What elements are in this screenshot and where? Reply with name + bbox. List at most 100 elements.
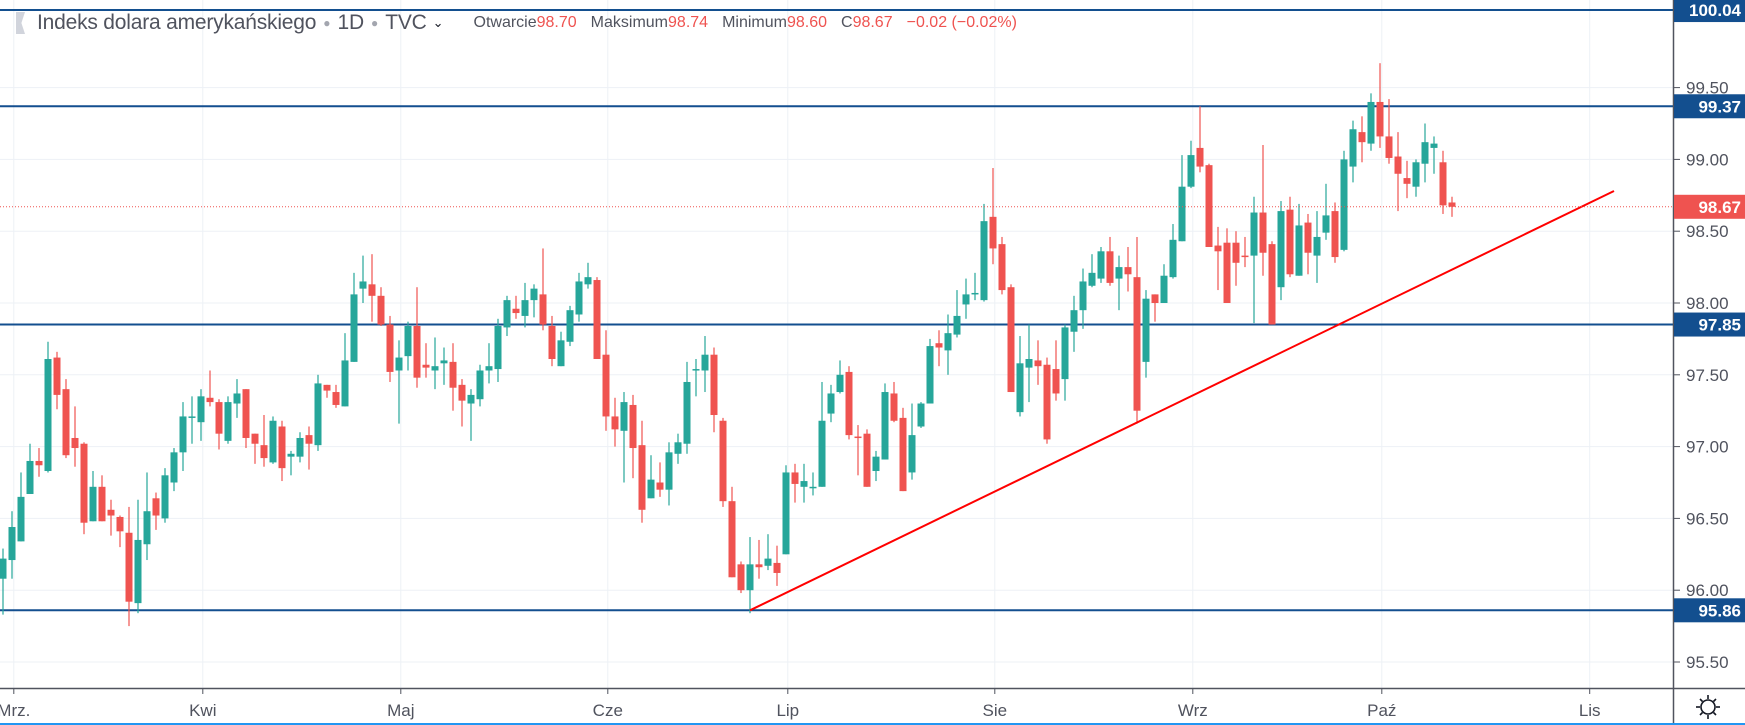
candle-body-down [1448,202,1456,207]
time-tick-label: Sie [983,701,1008,720]
open-label: Otwarcie [473,14,537,31]
candle-body-up [188,416,196,418]
trendline-layer[interactable] [749,190,1615,612]
candle-body-up [1277,211,1285,288]
hline-price-label-bg [1674,598,1745,623]
candle-body-down [377,295,385,325]
price-tick-label: 97.50 [1686,366,1729,385]
flag-icon[interactable] [16,12,25,34]
hline-price-label-bg [1674,94,1745,119]
candle-body-up [530,288,538,301]
candle-body-up [836,374,844,393]
settings-gear-icon[interactable] [1693,694,1723,720]
candle-body-up [1169,239,1177,278]
candle-body-up [926,346,934,404]
candle-body-down [62,389,70,456]
last-price-label-bg [1674,194,1745,219]
candle-body-down [242,389,250,438]
candle-body-up [1430,143,1438,148]
candle-body-down [1223,242,1231,303]
candle-body-down [1124,267,1132,275]
candle-body-up [431,366,439,371]
candle-body-down [1331,211,1339,258]
candle-body-down [1151,294,1159,303]
horizontal-lines[interactable] [0,9,1673,612]
candle-body-up [467,394,475,404]
symbol-title[interactable]: Indeks dolara amerykańskiego [37,11,317,34]
high-label: Maksimum [590,14,669,31]
candle-body-down [1214,245,1222,252]
candle-body-down [116,516,124,532]
candle-body-down [863,433,871,487]
last-price-label: 98.67 [1698,198,1741,217]
candle-body-down [1052,369,1060,394]
hline-price-label: 95.86 [1698,601,1741,620]
candle-body-up [350,294,358,362]
candle-body-up [1142,298,1150,362]
candles [0,63,1456,627]
interval-label[interactable]: 1D [337,11,364,34]
close-value: 98.67 [852,14,893,31]
price-axis-labels: 100.04 99.37 97.85 95.86 95.50 96.00 96.50 97.0… [1674,0,1745,672]
candle-body-down [449,361,457,388]
candle-body-down [107,509,115,516]
candle-body-up [584,277,592,285]
low-value: 98.60 [786,14,827,31]
low-field: Minimum98.60 [722,14,827,32]
candle-body-up [971,292,979,295]
candle-body-up [1016,363,1024,413]
candle-body-up [485,366,493,371]
candle-body-up [1070,310,1078,332]
candle-body-up [296,437,304,457]
low-label: Minimum [722,14,787,31]
candle-body-up [818,420,826,487]
candle-body-up [1313,236,1321,256]
candle-body-up [1025,359,1033,368]
candle-body-up [1412,162,1420,187]
candle-body-up [701,354,709,371]
candle-body-up [908,435,916,473]
price-tick-label: 98.00 [1686,294,1729,313]
candle-body-down [998,244,1006,291]
candle-body-down [548,325,556,360]
bottom-panel-border [0,723,1745,725]
candle-body-down [1232,242,1240,263]
time-tick-label: Paź [1367,701,1396,720]
candle-body-up [161,475,169,519]
candle-body-down [305,435,313,444]
candle-body-up [359,281,367,289]
candle-body-down [512,308,520,314]
candle-body-up [170,452,178,483]
candle-body-up [1322,215,1330,233]
candle-body-down [1304,222,1312,253]
candle-body-up [620,402,628,431]
trendline[interactable] [749,190,1615,612]
candle-body-up [953,315,961,335]
candle-body-down [1376,101,1384,137]
candle-body-down [593,280,601,360]
time-tick-label: Kwi [189,701,216,720]
candle-body-down [413,325,421,378]
candle-body-down [629,404,637,449]
candle-body-down [638,445,646,510]
candle-body-down [1241,255,1249,258]
candle-body-up [800,481,808,487]
candle-body-down [53,357,61,395]
candle-body-down [845,371,853,436]
candle-body-down [935,343,943,348]
candle-body-up [314,383,322,446]
candle-body-up [665,452,673,490]
candle-body-down [1358,132,1366,143]
chevron-down-icon[interactable]: ⌄ [432,15,444,30]
candle-body-down [1385,136,1393,158]
candle-body-up [8,527,16,561]
candle-body-down [656,482,664,490]
time-axis[interactable] [0,688,1745,725]
candle-body-up [440,360,448,364]
exchange-label[interactable]: TVC [385,11,427,34]
candle-body-down [1043,364,1051,440]
candle-body-up [521,300,529,316]
candle-body-up [827,393,835,414]
candle-body-up [575,281,583,315]
